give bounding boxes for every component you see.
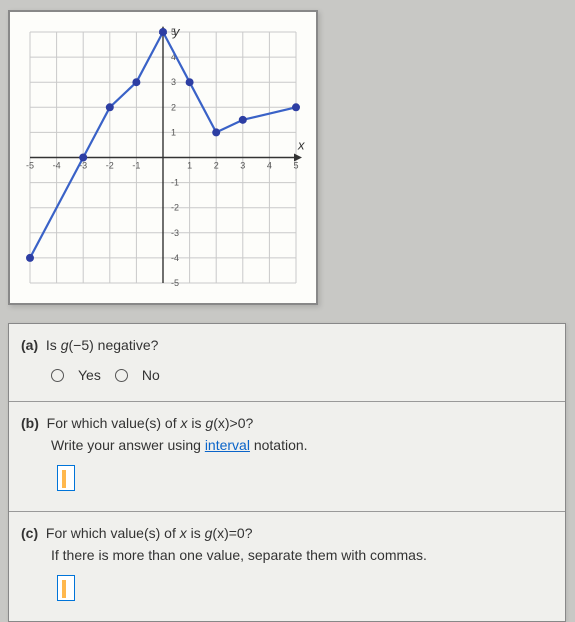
svg-text:-1: -1	[132, 161, 140, 171]
qb-prefix: For which value(s) of	[47, 415, 181, 431]
qb-argvar: (x)	[213, 415, 229, 431]
svg-text:5: 5	[293, 161, 298, 171]
qc-var: x	[180, 525, 187, 541]
svg-text:-4: -4	[171, 253, 179, 263]
svg-text:-4: -4	[53, 161, 61, 171]
qc-instruction: If there is more than one value, separat…	[51, 544, 553, 566]
svg-text:-5: -5	[26, 161, 34, 171]
svg-text:-1: -1	[171, 178, 179, 188]
radio-no-label: No	[142, 364, 160, 386]
svg-text:-2: -2	[106, 161, 114, 171]
qa-text-suffix: negative?	[94, 337, 159, 353]
svg-text:3: 3	[171, 77, 176, 87]
svg-text:1: 1	[171, 127, 176, 137]
qb-mid: is	[188, 415, 206, 431]
svg-text:2: 2	[214, 161, 219, 171]
qb-instr-suffix: notation.	[250, 437, 308, 453]
function-graph: -5-4-3-2-11234512345-1-2-3-4-5xy	[18, 20, 308, 295]
interval-link[interactable]: interval	[205, 437, 250, 453]
qa-text-prefix: Is	[46, 337, 61, 353]
svg-text:-2: -2	[171, 203, 179, 213]
svg-text:4: 4	[267, 161, 272, 171]
question-c: (c) For which value(s) of x is g(x)=0? I…	[9, 512, 565, 621]
qb-instr-prefix: Write your answer using	[51, 437, 205, 453]
svg-text:2: 2	[171, 102, 176, 112]
qc-mid: is	[187, 525, 205, 541]
radio-yes-label: Yes	[78, 364, 101, 386]
qa-arg: (−5)	[68, 337, 93, 353]
question-a-label: (a)	[21, 337, 38, 353]
question-b-label: (b)	[21, 415, 39, 431]
qb-var: x	[181, 415, 188, 431]
qc-argvar: (x)	[212, 525, 228, 541]
qc-prefix: For which value(s) of	[46, 525, 180, 541]
qb-rel: >0?	[230, 415, 254, 431]
qc-rel: =0?	[229, 525, 253, 541]
svg-text:-5: -5	[171, 278, 179, 288]
qa-radio-group: Yes No	[51, 364, 553, 386]
question-c-label: (c)	[21, 525, 38, 541]
qb-instruction: Write your answer using interval notatio…	[51, 434, 553, 456]
question-b: (b) For which value(s) of x is g(x)>0? W…	[9, 402, 565, 512]
qb-input[interactable]	[57, 465, 75, 491]
svg-text:1: 1	[187, 161, 192, 171]
radio-no[interactable]	[115, 369, 128, 382]
svg-text:x: x	[297, 138, 305, 153]
svg-text:-3: -3	[171, 228, 179, 238]
qc-input[interactable]	[57, 575, 75, 601]
question-a: (a) Is g(−5) negative? Yes No	[9, 324, 565, 402]
graph-panel: -5-4-3-2-11234512345-1-2-3-4-5xy	[8, 10, 318, 305]
questions-panel: (a) Is g(−5) negative? Yes No (b) For wh…	[8, 323, 566, 622]
radio-yes[interactable]	[51, 369, 64, 382]
svg-text:3: 3	[240, 161, 245, 171]
